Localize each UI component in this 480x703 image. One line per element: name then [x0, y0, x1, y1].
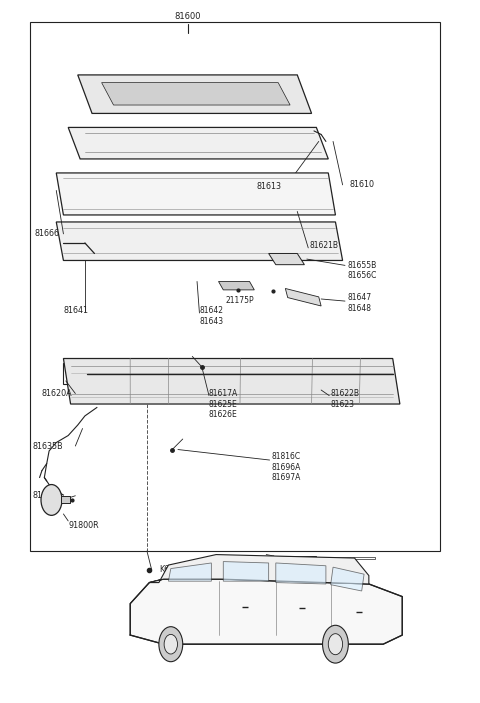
Text: 81622B: 81622B	[331, 389, 360, 398]
Circle shape	[328, 633, 343, 654]
Polygon shape	[331, 567, 364, 591]
Bar	[328, 557, 351, 560]
Circle shape	[41, 484, 62, 515]
Bar	[130, 607, 139, 624]
Circle shape	[164, 634, 178, 654]
Text: 81623: 81623	[331, 399, 355, 408]
Text: 81625E: 81625E	[209, 399, 238, 408]
Text: 81816C: 81816C	[271, 452, 300, 461]
Text: 81648: 81648	[348, 304, 372, 313]
Text: 81697A: 81697A	[271, 473, 300, 482]
Polygon shape	[168, 563, 211, 581]
Text: 81647: 81647	[348, 293, 372, 302]
Polygon shape	[56, 222, 343, 261]
Polygon shape	[218, 281, 254, 290]
Polygon shape	[276, 563, 326, 584]
Text: 81626E: 81626E	[209, 410, 238, 419]
Text: 91800R: 91800R	[68, 521, 99, 529]
Text: K6657K: K6657K	[159, 565, 190, 574]
Text: 21175P: 21175P	[226, 296, 254, 305]
Polygon shape	[68, 127, 328, 159]
Text: 81620A: 81620A	[42, 389, 72, 398]
Polygon shape	[78, 75, 312, 113]
Text: 81655B: 81655B	[348, 261, 377, 270]
Bar	[352, 557, 375, 560]
Bar	[63, 363, 87, 385]
Bar	[61, 496, 70, 503]
Bar	[30, 22, 441, 551]
Bar	[250, 557, 273, 560]
Text: 81600: 81600	[174, 12, 201, 21]
Text: 81621B: 81621B	[309, 240, 338, 250]
Bar	[223, 556, 316, 560]
Polygon shape	[130, 579, 402, 644]
Text: 81656C: 81656C	[348, 271, 377, 280]
Polygon shape	[102, 83, 290, 105]
Text: 81635B: 81635B	[33, 441, 63, 451]
Text: 81696A: 81696A	[271, 463, 300, 472]
Text: 96220: 96220	[295, 564, 320, 573]
Circle shape	[323, 625, 348, 663]
Text: 81666: 81666	[35, 229, 60, 238]
Polygon shape	[63, 359, 400, 404]
Circle shape	[159, 626, 183, 662]
Text: 81642: 81642	[199, 307, 223, 316]
Text: 81613: 81613	[257, 183, 282, 191]
Polygon shape	[56, 173, 336, 215]
Text: 81643: 81643	[199, 317, 224, 326]
Bar	[132, 626, 144, 635]
Text: 81610: 81610	[350, 181, 375, 189]
Text: 81641: 81641	[63, 307, 88, 316]
Polygon shape	[269, 254, 304, 264]
Bar	[304, 557, 327, 560]
Polygon shape	[223, 562, 269, 581]
Bar	[221, 557, 244, 560]
Bar	[278, 557, 301, 560]
Text: 81617A: 81617A	[209, 389, 238, 398]
Polygon shape	[149, 555, 369, 584]
Text: 81631: 81631	[33, 491, 58, 501]
Polygon shape	[285, 288, 321, 306]
